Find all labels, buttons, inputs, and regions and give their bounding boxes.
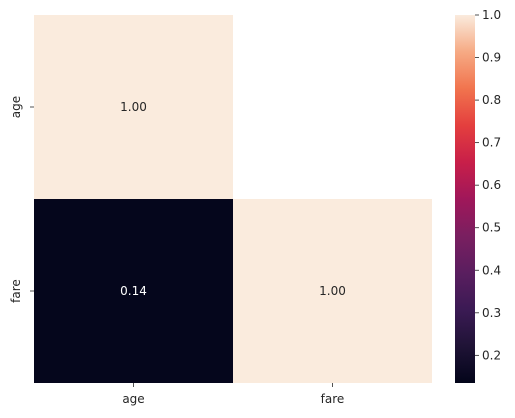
cell-value-label: 1.00	[120, 100, 147, 114]
colorbar-tick-label: 0.2	[482, 348, 501, 362]
colorbar-tick-label: 0.4	[482, 263, 501, 277]
cell-value-label: 1.00	[319, 284, 346, 298]
cell-value-label: 0.14	[120, 284, 147, 298]
colorbar-tick-label: 0.5	[482, 221, 501, 235]
x-tick-label-fare: fare	[321, 392, 345, 406]
colorbar-tick-label: 0.9	[482, 51, 501, 65]
x-tick-label-age: age	[122, 392, 144, 406]
colorbar-tick-label: 0.8	[482, 93, 501, 107]
heatmap-cell-age-age	[34, 15, 233, 199]
y-axis: age fare	[9, 96, 34, 303]
heatmap-cell-fare-fare	[233, 199, 432, 383]
x-axis: age fare	[122, 383, 344, 406]
heatmap-cell-fare-age	[34, 199, 233, 383]
y-tick-label-age: age	[9, 96, 23, 118]
colorbar-axis: 0.2 0.3 0.4 0.5 0.6 0.7 0.8 0.9 1.0	[475, 8, 501, 362]
y-tick-label-fare: fare	[9, 279, 23, 303]
colorbar-tick-label: 0.6	[482, 178, 501, 192]
colorbar-tick-label: 0.3	[482, 306, 501, 320]
heatmap-cell-labels: 1.00 0.14 1.00	[120, 100, 346, 298]
colorbar-tick-label: 0.7	[482, 136, 501, 150]
heatmap-cells	[34, 15, 432, 383]
colorbar	[455, 15, 475, 383]
colorbar-tick-label: 1.0	[482, 8, 501, 22]
